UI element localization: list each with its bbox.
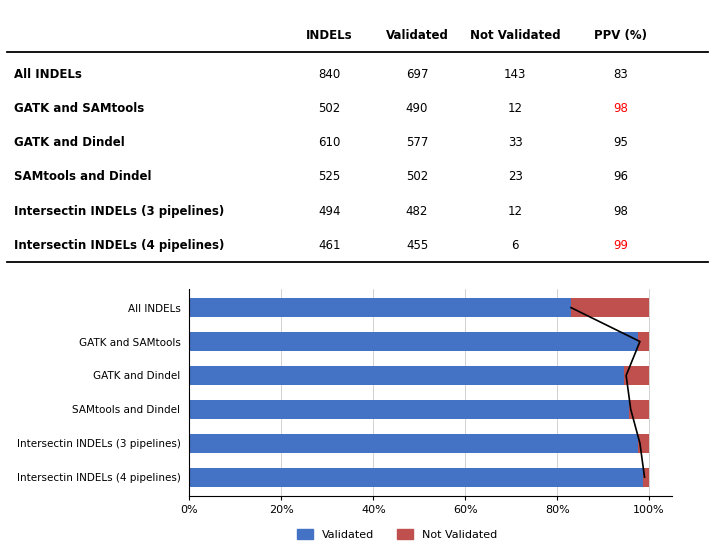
Text: PPV (%): PPV (%) [593,29,647,41]
Text: SAMtools and Dindel: SAMtools and Dindel [14,171,152,183]
Text: 482: 482 [406,204,428,217]
Bar [189,298,571,317]
Text: 98: 98 [613,204,628,217]
Text: Not Validated: Not Validated [470,29,561,41]
Bar [189,468,644,487]
Bar [629,400,649,419]
Text: 502: 502 [406,171,428,183]
Text: INDELs: INDELs [306,29,352,41]
Text: 33: 33 [508,136,523,149]
Text: 697: 697 [406,68,428,81]
Bar [189,332,638,351]
Text: 143: 143 [504,68,526,81]
Text: 610: 610 [318,136,340,149]
Text: 490: 490 [406,102,428,115]
Text: 461: 461 [318,239,341,252]
Text: 577: 577 [406,136,428,149]
Text: All INDELs: All INDELs [14,68,82,81]
Legend: Validated, Not Validated: Validated, Not Validated [292,525,502,544]
Bar [638,434,649,452]
Text: 23: 23 [508,171,523,183]
Text: 494: 494 [318,204,341,217]
Text: 95: 95 [613,136,628,149]
Text: 502: 502 [318,102,340,115]
Bar [189,434,638,452]
Text: Intersectin INDELs (4 pipelines): Intersectin INDELs (4 pipelines) [14,239,225,252]
Text: 525: 525 [318,171,340,183]
Bar [644,468,649,487]
Text: 455: 455 [406,239,428,252]
Bar [189,400,629,419]
Bar [638,332,649,351]
Text: 96: 96 [613,171,628,183]
Bar [189,366,624,385]
Text: GATK and Dindel: GATK and Dindel [14,136,125,149]
Text: 840: 840 [318,68,340,81]
Text: Intersectin INDELs (3 pipelines): Intersectin INDELs (3 pipelines) [14,204,225,217]
Bar [571,298,649,317]
Text: Validated: Validated [385,29,448,41]
Text: GATK and SAMtools: GATK and SAMtools [14,102,144,115]
Bar [624,366,649,385]
Text: 6: 6 [511,239,519,252]
Text: 12: 12 [508,102,523,115]
Text: 98: 98 [613,102,628,115]
Text: 83: 83 [613,68,628,81]
Text: 99: 99 [613,239,628,252]
Text: 12: 12 [508,204,523,217]
